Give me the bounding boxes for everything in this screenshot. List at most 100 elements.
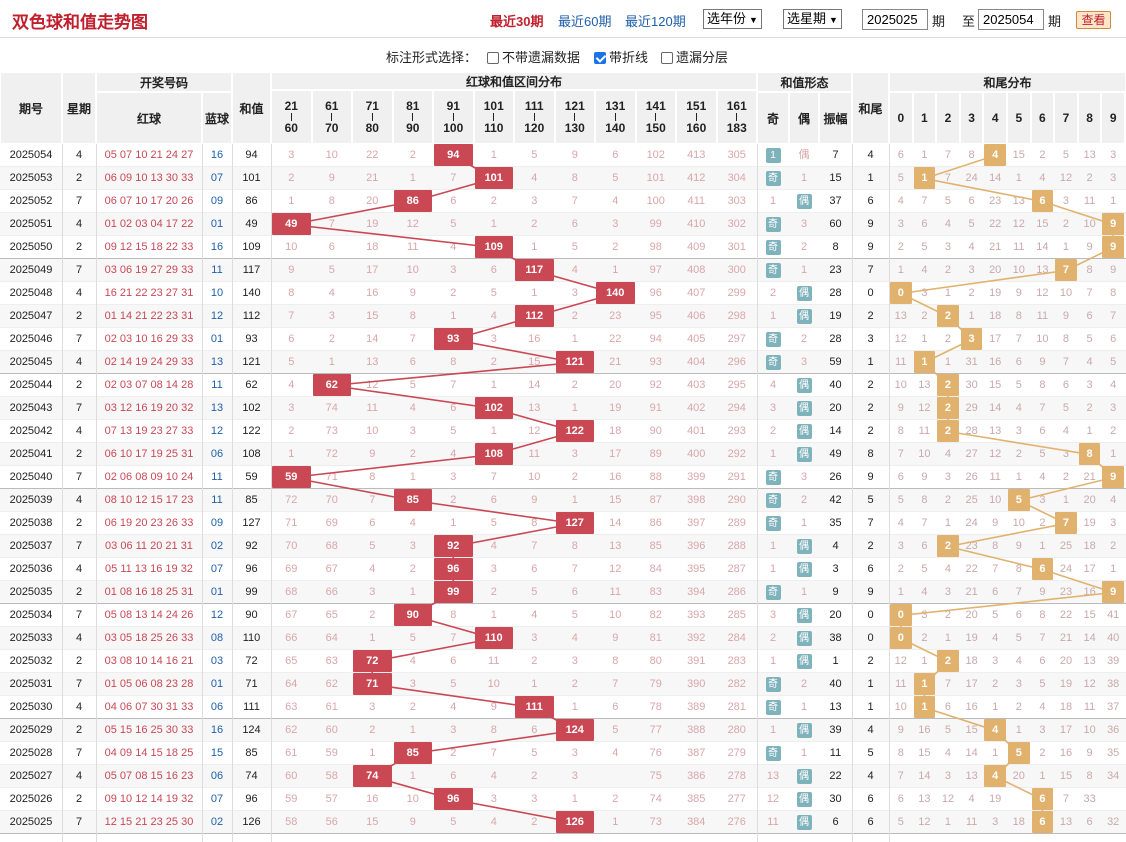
form-odd-miss: 1 xyxy=(769,310,777,322)
option-line[interactable]: 带折线 xyxy=(594,47,648,66)
dist-miss: 1 xyxy=(571,333,578,345)
dist-miss: 16 xyxy=(609,471,622,483)
red-balls: 04 09 14 15 18 25 xyxy=(104,747,194,759)
tail-miss: 3 xyxy=(968,264,975,276)
tail-miss: 20 xyxy=(1059,655,1073,667)
dist-miss: 61 xyxy=(285,747,298,759)
week-cell: 7 xyxy=(75,747,83,759)
dist-miss: 7 xyxy=(288,310,295,322)
dist-miss: 81 xyxy=(649,632,662,644)
red-balls: 05 11 13 16 19 32 xyxy=(105,563,193,575)
dist-miss: 7 xyxy=(571,195,578,207)
checkbox-layer[interactable] xyxy=(661,52,673,64)
dist-miss: 305 xyxy=(727,149,746,161)
dist-miss: 11 xyxy=(407,241,419,253)
tail-miss: 8 xyxy=(1039,379,1046,391)
option-no-miss[interactable]: 不带遗漏数据 xyxy=(487,47,580,66)
dist-miss: 9 xyxy=(369,448,376,460)
header-issue[interactable]: 期号 xyxy=(0,72,62,144)
col-divider xyxy=(271,144,272,842)
tail-miss: 18 xyxy=(965,655,978,667)
dist-miss: 22 xyxy=(366,149,379,161)
tail-hit: 6 xyxy=(1031,811,1054,833)
range-high: 160 xyxy=(686,121,707,135)
recent-120-link[interactable]: 最近120期 xyxy=(625,14,686,29)
header-amp: 振幅 xyxy=(819,92,852,144)
blue-ball: 12 xyxy=(210,425,224,437)
option-layer[interactable]: 遗漏分层 xyxy=(661,47,728,66)
year-select[interactable]: 选年份 xyxy=(703,9,762,29)
blue-ball: 08 xyxy=(210,632,224,644)
recent-60-link[interactable]: 最近60期 xyxy=(558,14,612,29)
tail-miss: 4 xyxy=(992,632,999,644)
dist-miss: 403 xyxy=(687,379,706,391)
query-button[interactable]: 查看 xyxy=(1076,11,1111,29)
checkbox-no-miss[interactable] xyxy=(487,52,499,64)
tail-hit: 1 xyxy=(913,673,936,695)
table-row xyxy=(0,190,1126,213)
form-even-miss: 2 xyxy=(800,494,808,506)
amp-cell: 11 xyxy=(829,747,842,759)
dist-miss: 388 xyxy=(687,724,706,736)
amp-cell: 8 xyxy=(832,241,839,253)
sum-cell: 127 xyxy=(242,517,261,529)
red-balls: 01 05 06 08 23 28 xyxy=(104,678,194,690)
dist-miss: 3 xyxy=(409,425,416,437)
dist-miss: 83 xyxy=(649,586,662,598)
tail-miss: 1 xyxy=(897,586,904,598)
header-tail-dist: 和尾分布 xyxy=(889,72,1126,92)
to-issue-input[interactable]: 2025054 xyxy=(978,9,1044,30)
dist-miss: 58 xyxy=(285,816,298,828)
issue-cell: 2025043 xyxy=(9,402,53,414)
week-select[interactable]: 选星期 xyxy=(783,9,842,29)
dist-miss: 278 xyxy=(727,770,746,782)
dist-miss: 6 xyxy=(288,333,295,345)
tail-miss: 9 xyxy=(921,471,928,483)
dist-miss: 8 xyxy=(571,172,578,184)
dist-miss: 2 xyxy=(571,379,578,391)
red-balls: 06 09 10 13 30 33 xyxy=(104,172,194,184)
tail-miss: 2 xyxy=(1062,218,1070,230)
tail-miss: 4 xyxy=(1039,172,1046,184)
header-kj: 开奖号码 xyxy=(96,72,232,92)
form-even-miss: 偶 xyxy=(798,149,810,161)
blue-ball: 01 xyxy=(210,333,224,345)
form-odd: 奇 xyxy=(757,351,789,374)
checkbox-line[interactable] xyxy=(594,52,606,64)
dist-miss: 7 xyxy=(328,218,335,230)
tail-miss: 10 xyxy=(1083,218,1096,230)
tail-miss: 2 xyxy=(944,264,952,276)
tail-miss: 6 xyxy=(921,218,928,230)
odd-badge: 奇 xyxy=(765,239,781,255)
tail-miss: 32 xyxy=(1107,816,1120,828)
tail-miss: 2 xyxy=(968,287,975,299)
tail-trend-line xyxy=(898,154,1115,823)
range-low: 81 xyxy=(406,99,420,113)
dist-miss: 59 xyxy=(325,747,338,759)
tail-hit: 6 xyxy=(1031,190,1054,212)
dist-miss: 10 xyxy=(325,149,338,161)
tail-miss: 9 xyxy=(1086,747,1093,759)
from-issue-input[interactable]: 2025025 xyxy=(862,9,928,30)
blue-ball: 15 xyxy=(210,747,224,759)
page-title: 双色球和值走势图 xyxy=(12,13,148,33)
blue-ball: 07 xyxy=(210,793,224,805)
issue-cell: 2025044 xyxy=(9,379,53,391)
tail-miss: 4 xyxy=(897,517,904,529)
tail-miss: 39 xyxy=(1107,655,1120,667)
dist-miss: 286 xyxy=(727,586,746,598)
week-cell: 7 xyxy=(75,333,83,345)
tail-miss: 40 xyxy=(1107,632,1120,644)
tail-miss: 13 xyxy=(1059,816,1073,828)
recent-30-link[interactable]: 最近30期 xyxy=(490,14,544,29)
option-layer-label: 遗漏分层 xyxy=(676,50,729,65)
tail-hit: 4 xyxy=(984,765,1006,787)
dist-miss: 394 xyxy=(687,586,706,598)
dist-hit: 101 xyxy=(474,167,513,189)
dist-hit: 102 xyxy=(474,397,513,419)
dist-miss: 1 xyxy=(571,701,578,713)
even-badge: 偶 xyxy=(796,308,812,324)
tail-miss: 15 xyxy=(1059,770,1073,782)
tail-miss: 9 xyxy=(1039,586,1046,598)
issue-cell: 2025042 xyxy=(9,425,53,437)
